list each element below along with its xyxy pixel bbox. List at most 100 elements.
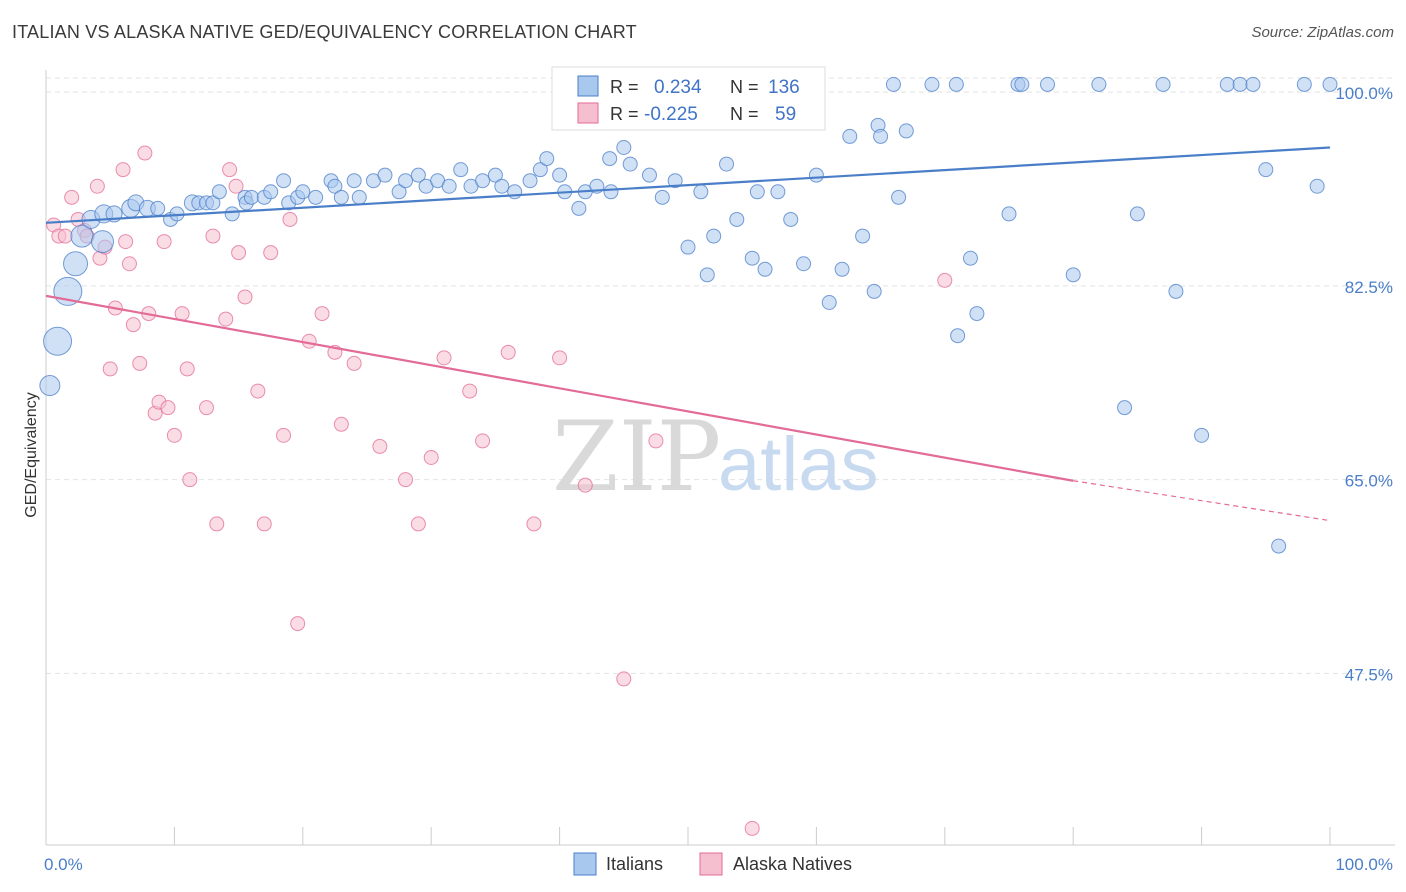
italians-point-107 (1232, 76, 1248, 92)
alaska-natives-point-28 (205, 228, 221, 244)
alaska-natives-point-34 (237, 289, 253, 305)
alaska-natives-point-54 (526, 516, 542, 532)
italians-point-76 (770, 184, 786, 200)
italians-point-50 (522, 173, 538, 189)
italians-point-83 (855, 228, 871, 244)
axes (45, 70, 1395, 846)
italians-point-39 (398, 173, 414, 189)
italians-point-82 (842, 128, 858, 144)
watermark: ZIP atlas (552, 401, 879, 513)
italians-point-46 (475, 173, 491, 189)
alaska-natives-point-44 (333, 416, 349, 432)
x-tick-label-max: 100.0% (1335, 855, 1393, 874)
italians-point-79 (808, 167, 824, 183)
stats-r-label-italians: R = (610, 77, 639, 97)
italians-point-73 (744, 250, 760, 266)
italians-point-37 (377, 167, 393, 183)
alaska-natives-point-38 (276, 427, 292, 443)
alaska-natives-point-45 (346, 355, 362, 371)
stats-r-label-alaska: R = (610, 104, 639, 124)
italians-point-23 (243, 189, 259, 205)
italians-point-29 (295, 184, 311, 200)
legend: Italians Alaska Natives (573, 852, 852, 876)
italians-point-38 (391, 184, 407, 200)
stats-r-value-italians: 0.234 (654, 77, 702, 98)
italians-point-103 (1155, 76, 1171, 92)
italians-point-30 (308, 189, 324, 205)
italians-point-59 (603, 184, 619, 200)
italians-point-70 (719, 156, 735, 172)
italians-point-84 (866, 283, 882, 299)
alaska-natives-point-37 (263, 245, 279, 261)
italians-point-34 (346, 173, 362, 189)
y-tick-labels: 100.0% 82.5% 65.0% 47.5% (1335, 84, 1393, 684)
alaska-natives-point-22 (160, 400, 176, 416)
italians-point-102 (1129, 206, 1145, 222)
italians-point-112 (1309, 178, 1325, 194)
legend-swatch-italians[interactable] (573, 852, 597, 876)
alaska-natives-point-49 (423, 450, 439, 465)
italians-point-80 (821, 295, 837, 310)
alaska-natives-point-32 (228, 178, 244, 194)
stats-r-value-alaska: -0.225 (644, 104, 698, 125)
alaska-natives-point-40 (290, 616, 306, 632)
y-tick-label-2: 65.0% (1345, 472, 1393, 491)
alaska-natives-point-39 (282, 211, 298, 227)
italians-point-109 (1258, 162, 1274, 178)
stats-n-value-alaska: 59 (775, 104, 796, 125)
italians-point-32 (327, 178, 343, 194)
alaska-natives-point-48 (410, 516, 426, 532)
italians-point-65 (667, 173, 683, 189)
italians-point-12 (150, 200, 166, 216)
italians-point-51 (532, 162, 548, 178)
italians-point-40 (410, 167, 426, 183)
alaska-natives-point-36 (256, 516, 272, 532)
italians-point-58 (602, 151, 618, 167)
alaska-natives-point-23 (166, 427, 182, 443)
legend-swatch-alaska-natives[interactable] (699, 852, 723, 876)
alaska-natives-point-21 (156, 234, 172, 250)
y-tick-label-3: 47.5% (1345, 665, 1393, 684)
y-tick-label-0: 100.0% (1335, 84, 1393, 103)
alaska-natives-point-26 (182, 472, 198, 488)
y-axis-label: GED/Equivalency (23, 392, 40, 517)
italians-point-88 (891, 189, 907, 205)
italians-point-61 (622, 156, 638, 172)
italians-point-86 (873, 128, 889, 144)
italians-point-81 (834, 261, 850, 277)
x-tick-label-min: 0.0% (44, 855, 83, 874)
watermark-zip: ZIP (552, 401, 721, 513)
stats-legend: R = 0.234 N = 136 R = -0.225 N = 59 (551, 66, 826, 131)
alaska-natives-point-35 (250, 383, 266, 399)
stats-n-label-alaska: N = (730, 104, 759, 124)
legend-label-alaska-natives[interactable]: Alaska Natives (733, 854, 852, 874)
alaska-natives-point-51 (462, 383, 478, 399)
alaska-natives-point-46 (372, 438, 388, 454)
italians-point-104 (1168, 283, 1184, 299)
italians-point-0 (39, 375, 61, 397)
italians-point-3 (63, 251, 89, 277)
alaska-natives-trend-extension (1073, 480, 1331, 522)
alaska-natives-point-25 (179, 361, 195, 377)
italians-point-20 (224, 206, 240, 222)
italians-point-64 (654, 189, 670, 205)
italians-point-108 (1245, 76, 1261, 92)
alaska-natives-point-2 (57, 228, 73, 244)
italians-point-89 (898, 123, 914, 139)
stats-swatch-alaska-natives (577, 102, 599, 124)
italians-point-90 (924, 76, 940, 92)
alaska-natives-point-29 (209, 516, 225, 532)
alaska-natives-point-13 (118, 234, 134, 250)
italians-point-63 (641, 167, 657, 183)
italians-point-92 (950, 328, 966, 344)
x-tick-labels: 0.0% 100.0% (44, 855, 1393, 874)
stats-swatch-italians (577, 75, 599, 97)
italians-point-67 (693, 184, 709, 200)
italians-point-60 (616, 140, 632, 155)
legend-label-italians[interactable]: Italians (606, 854, 663, 874)
alaska-natives-point-55 (552, 350, 568, 366)
italians-point-91 (948, 76, 964, 92)
italians-point-68 (699, 267, 715, 283)
italians-point-6 (90, 230, 114, 254)
alaska-natives-point-3 (64, 189, 80, 205)
